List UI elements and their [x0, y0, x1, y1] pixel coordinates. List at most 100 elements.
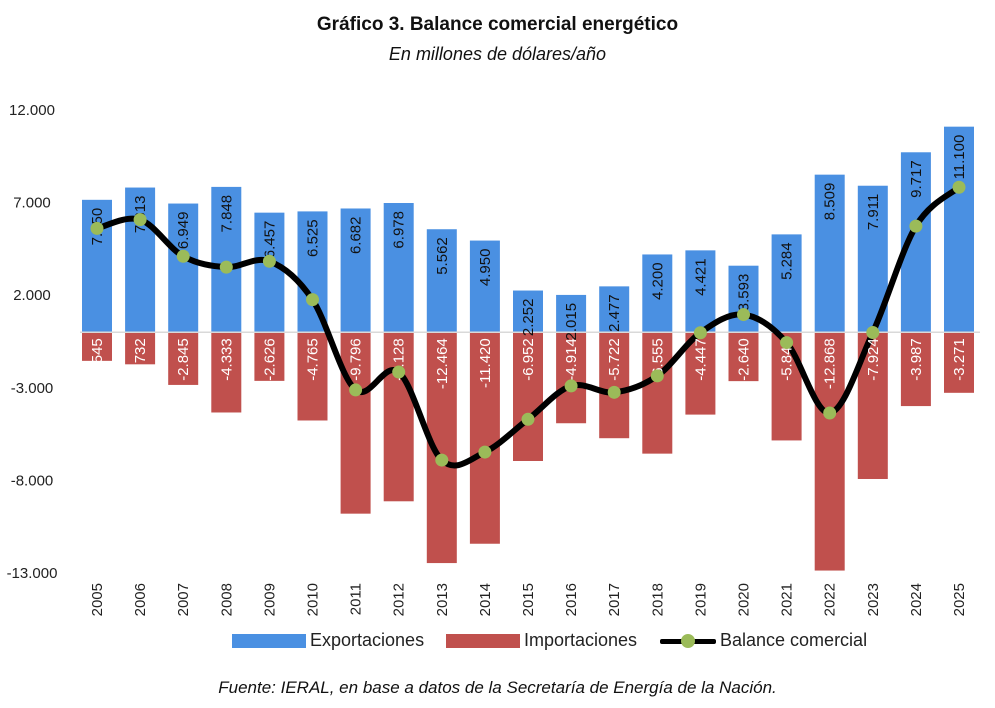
- bar-importaciones: [513, 332, 543, 461]
- balance-marker: [564, 379, 578, 393]
- data-label-importaciones: -4.914: [563, 338, 580, 381]
- bar-importaciones: [340, 332, 371, 514]
- data-label-importaciones: -2.845: [175, 338, 192, 381]
- data-label-exportaciones: 9.717: [908, 160, 925, 198]
- legend-label-exportaciones: Exportaciones: [310, 630, 425, 650]
- balance-marker: [952, 180, 966, 194]
- balance-marker: [262, 254, 276, 268]
- x-tick-label: 2013: [434, 583, 451, 616]
- data-label-exportaciones: 4.421: [692, 258, 709, 296]
- bar-exportaciones: [642, 254, 673, 333]
- data-label-importaciones: -6.952: [520, 338, 537, 381]
- bar-exportaciones: [599, 286, 630, 333]
- balance-marker: [693, 326, 707, 340]
- data-label-importaciones: -12.464: [434, 338, 451, 389]
- balance-marker: [349, 383, 363, 397]
- balance-marker: [866, 325, 880, 339]
- legend-swatch-importaciones: [446, 633, 520, 648]
- data-label-importaciones: -7.924: [865, 338, 882, 381]
- x-tick-label: 2018: [649, 583, 666, 616]
- x-tick-label: 2025: [951, 583, 968, 616]
- x-tick-label: 2007: [175, 583, 192, 616]
- balance-marker: [909, 219, 923, 233]
- bar-importaciones: [125, 332, 156, 365]
- legend-swatch-exportaciones: [232, 633, 306, 648]
- bar-exportaciones: [469, 240, 500, 333]
- bar-exportaciones: [168, 203, 199, 333]
- balance-marker: [650, 369, 664, 383]
- data-label-exportaciones: 6.682: [348, 216, 365, 254]
- data-label-importaciones: -11.420: [477, 338, 494, 388]
- data-label-importaciones: -6.555: [649, 338, 666, 381]
- x-tick-label: 2017: [606, 583, 623, 616]
- data-label-exportaciones: 6.457: [261, 221, 278, 259]
- bar-exportaciones: [685, 250, 716, 333]
- data-label-exportaciones: 2.477: [606, 294, 623, 332]
- bar-importaciones: [297, 332, 328, 421]
- bar-exportaciones: [814, 174, 845, 333]
- x-tick-label: 2021: [779, 583, 796, 616]
- balance-marker: [90, 221, 104, 235]
- legend-swatch-balance: [660, 633, 716, 648]
- balance-marker: [521, 412, 535, 426]
- data-label-exportaciones: 4.200: [649, 262, 666, 300]
- data-label-importaciones: -9.796: [348, 338, 365, 381]
- x-tick-label: 2023: [865, 583, 882, 616]
- balance-marker: [780, 336, 794, 350]
- bar-importaciones: [469, 332, 500, 544]
- y-tick-label: -3.000: [11, 380, 54, 397]
- x-tick-label: 2014: [477, 583, 494, 616]
- bar-importaciones: [556, 332, 587, 424]
- y-tick-label: -13.000: [7, 565, 58, 582]
- balance-marker: [435, 453, 449, 467]
- balance-marker: [176, 249, 190, 263]
- data-label-exportaciones: 11.100: [951, 135, 968, 180]
- data-label-importaciones: -2.640: [736, 338, 753, 381]
- bar-exportaciones: [254, 212, 285, 333]
- x-tick-label: 2016: [563, 583, 580, 616]
- bar-exportaciones: [426, 229, 457, 333]
- balance-marker: [823, 406, 837, 420]
- data-label-exportaciones: 8.509: [822, 183, 839, 221]
- bar-importaciones: [900, 332, 931, 407]
- bar-exportaciones: [771, 234, 802, 333]
- x-tick-label: 2005: [89, 583, 106, 616]
- bar-exportaciones: [944, 126, 974, 333]
- x-tick-label: 2011: [348, 583, 365, 615]
- legend-item-exportaciones: Exportaciones: [232, 630, 424, 651]
- y-tick-label: 2.000: [13, 287, 51, 304]
- bar-exportaciones: [340, 208, 371, 333]
- bar-importaciones: [168, 332, 199, 385]
- data-label-importaciones: -12.868: [822, 338, 839, 389]
- data-label-exportaciones: 5.284: [779, 242, 796, 280]
- bar-importaciones: [814, 332, 845, 571]
- data-label-exportaciones: 2.015: [563, 303, 580, 341]
- x-tick-label: 2009: [261, 583, 278, 616]
- x-tick-label: 2006: [132, 583, 149, 616]
- x-tick-label: 2020: [736, 583, 753, 616]
- chart-title: Gráfico 3. Balance comercial energético: [316, 14, 679, 35]
- bar-exportaciones: [728, 265, 759, 333]
- data-label-exportaciones: 2.252: [520, 299, 537, 337]
- data-label-importaciones: -1.545: [89, 338, 106, 381]
- bar-exportaciones: [556, 294, 587, 333]
- data-label-importaciones: -2.626: [261, 338, 278, 381]
- chart-subtitle: En millones de dólares/año: [388, 44, 607, 64]
- x-tick-label: 2012: [391, 583, 408, 616]
- balance-marker: [219, 260, 233, 274]
- chart-source-note: Fuente: IERAL, en base a datos de la Sec…: [218, 678, 777, 697]
- chart-legend: Exportaciones Importaciones Balance come…: [0, 630, 995, 658]
- data-label-exportaciones: 6.525: [305, 219, 322, 257]
- data-label-importaciones: -5.722: [606, 338, 623, 381]
- data-label-exportaciones: 7.911: [865, 194, 882, 230]
- data-label-importaciones: -3.271: [951, 338, 968, 381]
- x-tick-label: 2010: [305, 583, 322, 616]
- data-label-exportaciones: 7.848: [218, 195, 235, 233]
- data-label-importaciones: -4.447: [692, 338, 709, 381]
- data-label-importaciones: -4.333: [218, 338, 235, 381]
- balance-marker: [392, 365, 406, 379]
- legend-label-balance: Balance comercial: [720, 630, 868, 650]
- data-label-exportaciones: 6.949: [175, 212, 192, 250]
- legend-item-importaciones: Importaciones: [446, 630, 637, 651]
